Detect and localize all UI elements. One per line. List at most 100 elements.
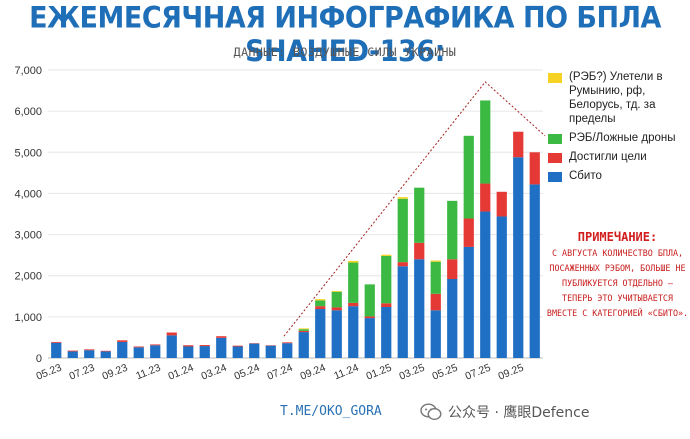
bar-segment-hit-target <box>381 303 392 307</box>
bar-segment-hit-target <box>51 341 62 343</box>
bar-segment-shot-down <box>133 347 144 358</box>
bar-segment-shot-down <box>298 332 309 358</box>
bar-segment-hit-target <box>447 259 458 280</box>
legend-label-hit-target: Достигли цели <box>569 151 647 163</box>
bar-segment-hit-target <box>84 349 95 351</box>
bar-segment-shot-down <box>67 351 78 358</box>
legend: (РЭБ?) Улетели в Румынию, рф, Белорусь, … <box>548 70 688 188</box>
bar-segment-hit-target <box>480 183 491 212</box>
bar-segment-hit-target <box>414 242 425 260</box>
bar-segment-rerouted <box>348 260 359 263</box>
bar-segment-hit-target <box>331 307 342 311</box>
bar-segment-shot-down <box>364 318 375 358</box>
y-tick-label: 1,000 <box>14 312 42 324</box>
bar-segment-hit-target <box>397 262 408 267</box>
legend-item-hit-target: Достигли цели <box>548 150 688 164</box>
x-tick-label: 11.23 <box>134 362 162 383</box>
legend-swatch-ew-decoys <box>548 134 562 144</box>
bar-segment-shot-down <box>150 345 161 358</box>
bar-segment-rerouted <box>430 260 441 262</box>
y-tick-label: 4,000 <box>14 188 42 200</box>
legend-swatch-hit-target <box>548 153 562 163</box>
bar-segment-ew-decoys <box>331 291 342 308</box>
chart-title: ЕЖЕМЕСЯЧНАЯ ИНФОГРАФИКА ПО БПЛА SHAHED-1… <box>29 1 661 69</box>
x-tick-label: 07.25 <box>464 362 493 383</box>
x-tick-label: 09.23 <box>101 362 130 383</box>
bar-segment-hit-target <box>216 336 227 338</box>
x-tick-label: 03.24 <box>200 362 229 383</box>
bar-segment-ew-decoys <box>430 261 441 294</box>
bar-segment-hit-target <box>166 332 177 336</box>
bar-segment-shot-down <box>249 343 260 358</box>
x-tick-label: 07.23 <box>68 362 97 383</box>
x-tick-label: 09.25 <box>497 362 526 383</box>
source-link[interactable]: T.ME/OKO_GORA <box>280 404 382 419</box>
bar-segment-hit-target <box>183 345 194 347</box>
bar-segment-hit-target <box>430 293 441 311</box>
x-tick-label: 05.25 <box>431 362 460 383</box>
legend-label-shot-down: Сбито <box>569 170 602 182</box>
y-tick-label: 6,000 <box>14 106 42 118</box>
legend-label-ew-decoys: РЭБ/Ложные дроны <box>569 132 676 144</box>
watermark: 公众号 · 鹰眼Defence <box>420 402 589 422</box>
x-tick-label: 01.25 <box>365 362 394 383</box>
bar-segment-hit-target <box>100 350 111 352</box>
legend-item-rerouted: (РЭБ?) Улетели в Румынию, рф, Белорусь, … <box>548 70 688 126</box>
x-tick-label: 01.24 <box>167 362 196 383</box>
bar-segment-shot-down <box>265 345 276 358</box>
bar-segment-hit-target <box>117 340 128 342</box>
x-tick-label: 03.25 <box>398 362 427 383</box>
bar-segment-hit-target <box>199 345 210 347</box>
bar-segment-shot-down <box>496 216 507 358</box>
bar-segment-hit-target <box>364 316 375 319</box>
bar-segment-shot-down <box>117 341 128 358</box>
bar-segment-ew-decoys <box>348 262 359 303</box>
bar-segment-ew-decoys <box>414 187 425 243</box>
bar-segment-shot-down <box>414 259 425 358</box>
bar-segment-hit-target <box>496 191 507 217</box>
trend-line <box>283 81 546 337</box>
bar-segment-hit-target <box>315 306 326 310</box>
bar-segment-ew-decoys <box>315 300 326 307</box>
bar-segment-shot-down <box>183 346 194 358</box>
watermark-text: 公众号 · 鹰眼Defence <box>448 405 590 421</box>
bar-segment-hit-target <box>67 350 78 352</box>
bar-segment-ew-decoys <box>381 255 392 304</box>
bar-segment-ew-decoys <box>480 100 491 184</box>
bar-segment-shot-down <box>232 346 243 358</box>
bar-segment-shot-down <box>348 306 359 358</box>
bar-segment-shot-down <box>430 310 441 358</box>
bar-segment-rerouted <box>298 328 309 330</box>
bar-segment-ew-decoys <box>463 135 474 219</box>
bar-segment-ew-decoys <box>447 200 458 260</box>
bar-segment-shot-down <box>166 335 177 358</box>
bar-segment-shot-down <box>282 343 293 358</box>
bar-segment-hit-target <box>463 218 474 247</box>
bar-segment-rerouted <box>381 254 392 256</box>
legend-item-shot-down: Сбито <box>548 169 688 183</box>
bar-segment-shot-down <box>480 211 491 358</box>
bar-segment-shot-down <box>331 310 342 358</box>
bar-segment-rerouted <box>315 299 326 301</box>
bar-segment-rerouted <box>397 197 408 199</box>
bar-segment-shot-down <box>447 279 458 358</box>
bar-segment-hit-target <box>150 344 161 346</box>
bar-segment-shot-down <box>397 266 408 358</box>
wechat-icon <box>420 403 442 421</box>
note-box: ПРИМЕЧАНИЕ: С АВГУСТА КОЛИЧЕСТВО БПЛА, П… <box>545 230 690 321</box>
bar-segment-shot-down <box>199 346 210 358</box>
x-tick-label: 09.24 <box>299 362 328 383</box>
y-tick-label: 2,000 <box>14 271 42 283</box>
bar-segment-rerouted <box>331 290 342 292</box>
bar-segment-shot-down <box>51 342 62 358</box>
x-tick-label: 05.24 <box>233 362 262 383</box>
note-title: ПРИМЕЧАНИЕ: <box>577 230 658 244</box>
bar-segment-shot-down <box>315 309 326 358</box>
bar-segment-shot-down <box>513 157 524 358</box>
bar-segment-hit-target <box>529 152 540 185</box>
bar-segment-hit-target <box>513 131 524 158</box>
x-tick-label: 11.24 <box>332 362 360 383</box>
bar-segment-shot-down <box>100 351 111 358</box>
bar-segment-shot-down <box>216 337 227 358</box>
